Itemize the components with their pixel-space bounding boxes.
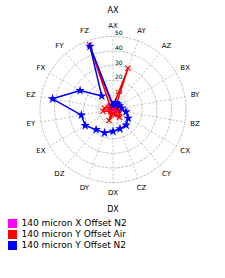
html-text:140 micron Y Offset Air: 140 micron Y Offset Air <box>21 229 126 239</box>
svg-text:FY: FY <box>55 42 64 50</box>
svg-text:CY: CY <box>162 170 172 178</box>
svg-text:CZ: CZ <box>137 184 147 192</box>
svg-text:AX: AX <box>108 6 119 15</box>
svg-text:BY: BY <box>191 91 200 99</box>
svg-text:EY: EY <box>27 120 36 128</box>
svg-text:AZ: AZ <box>162 42 172 50</box>
svg-text:FZ: FZ <box>80 27 89 35</box>
svg-text:DY: DY <box>80 184 90 192</box>
svg-text:CX: CX <box>180 147 190 155</box>
svg-text:DZ: DZ <box>54 170 64 178</box>
svg-text:20: 20 <box>115 73 123 80</box>
svg-text:40: 40 <box>115 44 123 51</box>
svg-text:DX: DX <box>108 189 118 197</box>
svg-text:BZ: BZ <box>190 120 200 128</box>
svg-text:EX: EX <box>36 147 45 155</box>
svg-text:10: 10 <box>115 87 123 95</box>
html-text:140 micron Y Offset N2: 140 micron Y Offset N2 <box>21 240 126 250</box>
svg-text:DX: DX <box>107 205 119 214</box>
svg-text:BX: BX <box>180 64 190 72</box>
html-text:140 micron X Offset N2: 140 micron X Offset N2 <box>21 218 127 228</box>
svg-text:EZ: EZ <box>26 91 35 99</box>
svg-text:AX: AX <box>108 22 118 30</box>
svg-text:50: 50 <box>115 29 123 36</box>
svg-text:AY: AY <box>137 27 146 35</box>
svg-text:30: 30 <box>115 59 123 66</box>
svg-text:FX: FX <box>36 64 45 72</box>
